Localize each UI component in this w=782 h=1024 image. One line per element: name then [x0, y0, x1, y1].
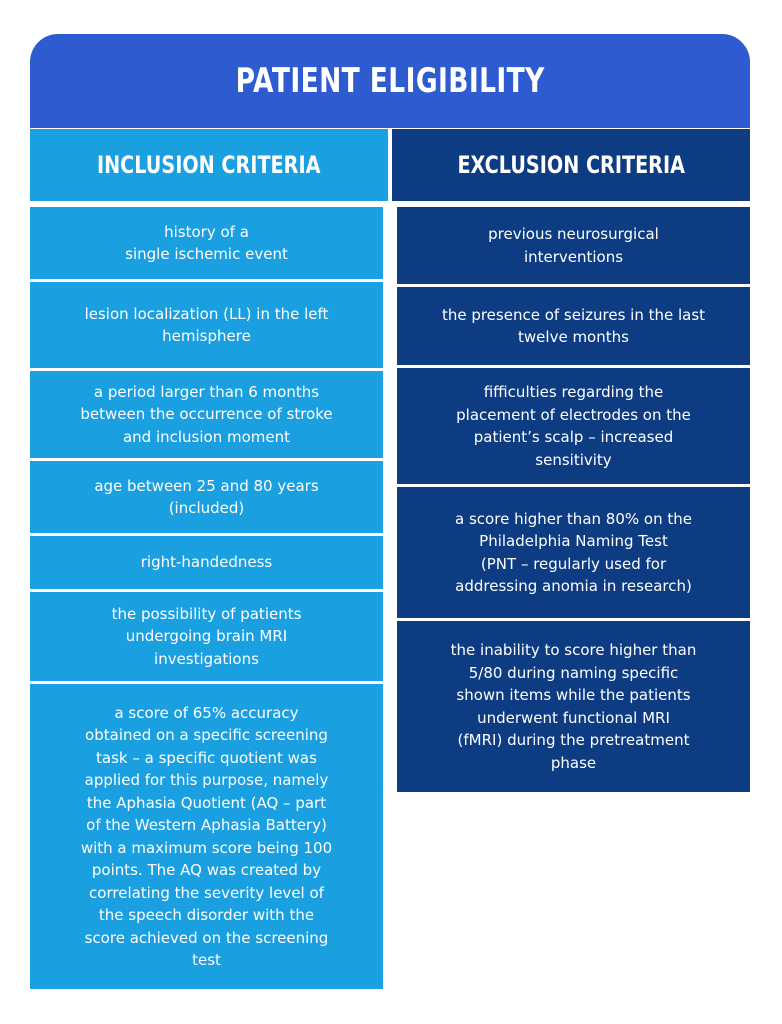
exclusion-item: fifficulties regarding the placement of e…: [397, 368, 750, 484]
title-banner: PATIENT ELIGIBILITY: [30, 34, 750, 128]
exclusion-item: previous neurosurgical interventions: [397, 207, 750, 284]
inclusion-item: lesion localization (LL) in the left hemi…: [30, 282, 383, 368]
inclusion-item: age between 25 and 80 years (included): [30, 461, 383, 533]
inclusion-item: the possibility of patients undergoing br…: [30, 592, 383, 681]
inclusion-heading: INCLUSION CRITERIA: [30, 129, 388, 201]
inclusion-item: a period larger than 6 months between the…: [30, 371, 383, 458]
exclusion-item: the presence of seizures in the last twel…: [397, 287, 750, 365]
inclusion-heading-label: INCLUSION CRITERIA: [97, 151, 321, 179]
inclusion-item: a score of 65% accuracy obtained on a spe…: [30, 684, 383, 989]
inclusion-list: history of a single ischemic event lesion…: [30, 207, 383, 989]
page-title: PATIENT ELIGIBILITY: [235, 61, 545, 101]
exclusion-item: a score higher than 80% on the Philadelph…: [397, 487, 750, 618]
exclusion-heading-label: EXCLUSION CRITERIA: [457, 151, 685, 179]
inclusion-item: right-handedness: [30, 536, 383, 589]
exclusion-list: previous neurosurgical interventions the …: [397, 207, 750, 792]
exclusion-heading: EXCLUSION CRITERIA: [392, 129, 750, 201]
exclusion-item: the inability to score higher than 5/80 d…: [397, 621, 750, 792]
inclusion-item: history of a single ischemic event: [30, 207, 383, 279]
